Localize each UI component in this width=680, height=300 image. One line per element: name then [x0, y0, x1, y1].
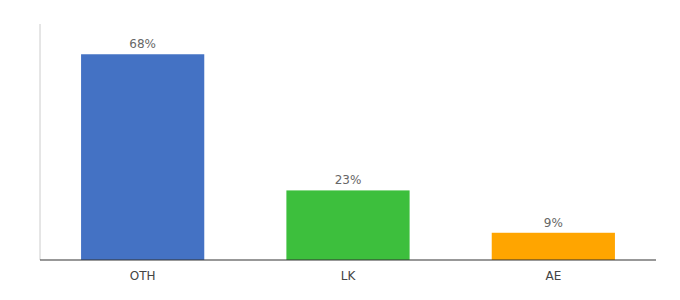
chart-container: OTH LK AE 68% 23% 9%: [0, 0, 680, 300]
x-tick-label: AE: [545, 269, 561, 283]
x-tick-label: OTH: [130, 269, 156, 283]
bar: [286, 190, 409, 260]
bars: [81, 54, 615, 260]
y-axis-line: [40, 24, 41, 260]
x-tick-label: LK: [341, 269, 357, 283]
bar: [492, 233, 615, 260]
x-axis-line: [40, 259, 656, 260]
data-label: 9%: [544, 216, 563, 230]
bar: [81, 54, 204, 260]
data-label: 68%: [129, 37, 156, 51]
chart-svg: OTH LK AE 68% 23% 9%: [0, 0, 680, 300]
data-label: 23%: [335, 173, 362, 187]
